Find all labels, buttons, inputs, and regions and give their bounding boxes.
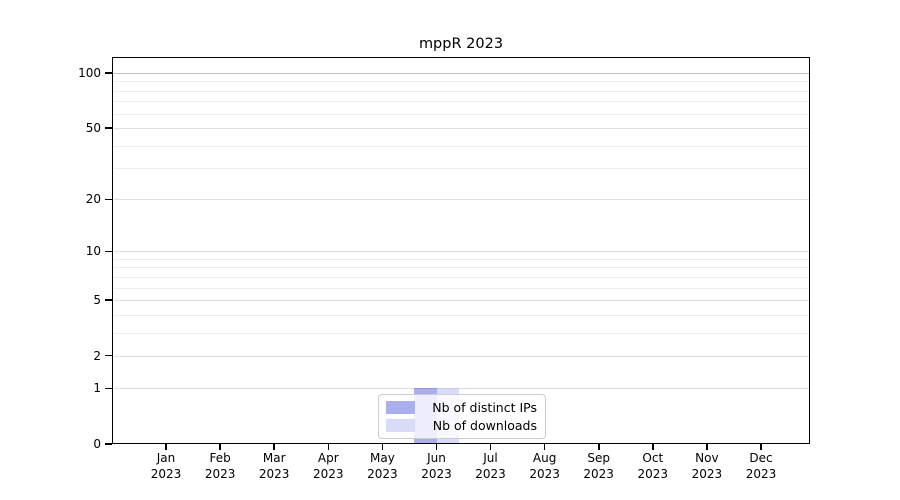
x-tick-mark — [652, 444, 654, 450]
x-tick-mark — [219, 444, 221, 450]
legend-label-downloads: Nb of downloads — [432, 418, 537, 434]
gridline-major — [112, 355, 810, 357]
x-tick-mark — [598, 444, 600, 450]
x-tick-label: Apr 2023 — [313, 451, 344, 481]
y-tick-mark — [105, 198, 112, 200]
chart-title: mppR 2023 — [418, 36, 504, 52]
x-tick-label: Nov 2023 — [691, 451, 723, 481]
x-tick-mark — [760, 444, 762, 450]
y-tick-label: 100 — [78, 66, 101, 80]
y-tick-label: 0 — [93, 437, 101, 451]
x-tick-mark — [381, 444, 384, 450]
y-tick-label: 5 — [93, 293, 101, 307]
x-tick-label: May 2023 — [367, 451, 398, 481]
y-tick-mark — [105, 72, 112, 74]
x-tick-label: Jun 2023 — [421, 451, 452, 481]
gridline-minor — [112, 314, 810, 316]
y-tick-mark — [105, 387, 112, 389]
gridline-minor — [112, 167, 810, 169]
y-tick-label: 2 — [93, 348, 101, 363]
y-tick-label: 50 — [85, 120, 101, 135]
gridline-minor — [112, 113, 810, 115]
x-tick-mark — [489, 444, 492, 450]
gridline-minor — [112, 258, 810, 260]
legend-item-distinct-ips: Nb of distinct IPs — [386, 400, 537, 415]
gridline-minor — [112, 81, 810, 83]
gridline-minor — [112, 276, 810, 278]
y-tick-mark — [105, 127, 112, 129]
x-tick-label: Sep 2023 — [583, 451, 614, 481]
gridline-major — [112, 199, 810, 201]
gridline-minor — [112, 332, 810, 334]
x-tick-label: Aug 2023 — [529, 451, 560, 481]
x-tick-mark — [435, 444, 438, 450]
gridline-minor — [112, 90, 810, 92]
x-tick-label: Jul 2023 — [475, 451, 506, 481]
y-tick-mark — [105, 354, 112, 357]
x-tick-mark — [273, 444, 275, 450]
gridline-minor — [112, 287, 810, 289]
gridline-major — [112, 251, 810, 253]
x-tick-mark — [327, 444, 329, 450]
y-tick-mark — [105, 299, 112, 301]
gridline-minor — [112, 267, 810, 269]
x-tick-mark — [543, 444, 546, 450]
gridline-minor — [112, 101, 810, 103]
x-tick-label: Feb 2023 — [204, 451, 236, 481]
x-tick-mark — [706, 444, 708, 450]
y-tick-label: 10 — [85, 244, 101, 259]
gridline-minor — [112, 145, 810, 147]
x-tick-label: Jan 2023 — [150, 451, 182, 481]
x-tick-mark — [165, 444, 167, 450]
legend-swatch-downloads — [386, 419, 415, 433]
y-tick-mark — [105, 443, 112, 445]
legend: Nb of distinct IPs Nb of downloads — [378, 394, 546, 439]
x-tick-label: Mar 2023 — [258, 451, 290, 481]
x-tick-label: Dec 2023 — [745, 451, 777, 481]
gridline-major — [112, 388, 810, 390]
y-tick-mark — [105, 250, 112, 252]
gridline-major — [112, 300, 810, 301]
gridline-major — [112, 73, 810, 74]
legend-label-distinct-ips: Nb of distinct IPs — [432, 399, 537, 415]
x-tick-label: Oct 2023 — [637, 451, 669, 481]
legend-item-downloads: Nb of downloads — [386, 418, 537, 433]
legend-swatch-distinct-ips — [386, 400, 415, 414]
y-tick-label: 20 — [85, 192, 101, 207]
gridline-major — [112, 127, 810, 129]
y-tick-label: 1 — [93, 381, 101, 396]
